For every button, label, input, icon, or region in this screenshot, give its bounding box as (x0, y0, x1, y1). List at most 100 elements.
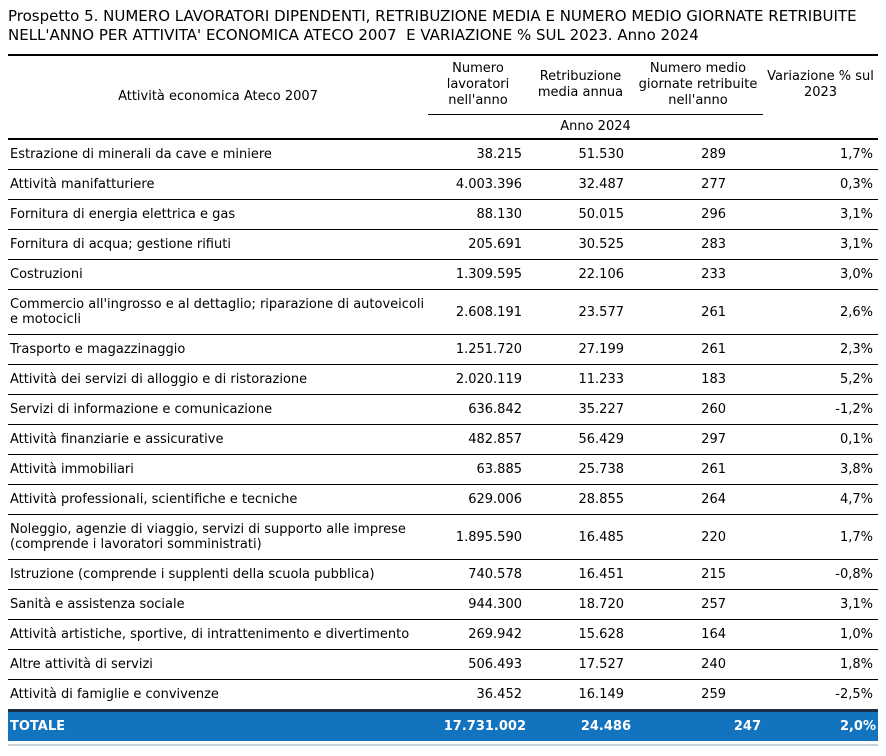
subheader-spacer (763, 115, 878, 140)
cell-days: 257 (633, 589, 763, 620)
cell-variation: 2,6% (763, 289, 878, 335)
cell-variation: -1,2% (763, 394, 878, 425)
cell-workers: 205.691 (428, 229, 528, 260)
cell-variation: 1,8% (763, 649, 878, 680)
cell-days: 261 (633, 334, 763, 365)
cell-activity: Istruzione (comprende i supplenti della … (8, 559, 428, 590)
cell-pay: 51.530 (528, 139, 633, 170)
cell-workers: 1.895.590 (428, 514, 528, 560)
cell-days: 289 (633, 139, 763, 170)
table-body: Estrazione di minerali da cave e miniere… (8, 139, 878, 711)
cell-activity: Estrazione di minerali da cave e miniere (8, 139, 428, 170)
table-title: Prospetto 5. NUMERO LAVORATORI DIPENDENT… (8, 7, 862, 44)
cell-pay: 50.015 (528, 199, 633, 230)
cell-days: 183 (633, 364, 763, 395)
cell-pay: 11.233 (528, 364, 633, 395)
total-workers: 17.731.002 (428, 709, 528, 741)
cell-pay: 15.628 (528, 619, 633, 650)
cell-variation: 3,1% (763, 199, 878, 230)
cell-pay: 16.451 (528, 559, 633, 590)
table-row: Attività finanziarie e assicurative 482.8… (8, 424, 878, 455)
cell-workers: 506.493 (428, 649, 528, 680)
cell-activity: Altre attività di servizi (8, 649, 428, 680)
cell-variation: 1,7% (763, 139, 878, 170)
table-row: Costruzioni 1.309.595 22.106 233 3,0% (8, 259, 878, 290)
col-header-variation: Variazione % sul 2023 (767, 69, 874, 101)
subheader-anno-2024: Anno 2024 (560, 118, 631, 134)
cell-workers: 2.608.191 (428, 289, 528, 335)
cell-activity: Attività immobiliari (8, 454, 428, 485)
cell-variation: 2,3% (763, 334, 878, 365)
cell-workers: 482.857 (428, 424, 528, 455)
cell-variation: 0,3% (763, 169, 878, 200)
cell-days: 215 (633, 559, 763, 590)
cell-pay: 32.487 (528, 169, 633, 200)
cell-activity: Fornitura di energia elettrica e gas (8, 199, 428, 230)
cell-activity: Attività artistiche, sportive, di intrat… (8, 619, 428, 650)
cell-workers: 269.942 (428, 619, 528, 650)
cell-workers: 38.215 (428, 139, 528, 170)
cell-variation: 0,1% (763, 424, 878, 455)
cell-variation: 1,7% (763, 514, 878, 560)
cell-activity: Servizi di informazione e comunicazione (8, 394, 428, 425)
col-header-activity: Attività economica Ateco 2007 (118, 89, 318, 104)
table-row: Istruzione (comprende i supplenti della … (8, 559, 878, 590)
table-row: Attività artistiche, sportive, di intrat… (8, 619, 878, 650)
cell-workers: 1.251.720 (428, 334, 528, 365)
total-variation: 2,0% (763, 709, 878, 741)
table-footer: TOTALE 17.731.002 24.486 247 2,0% (8, 709, 878, 741)
cell-workers: 36.452 (476, 687, 523, 702)
cell-workers: 629.006 (428, 484, 528, 515)
cell-days: 296 (633, 199, 763, 230)
cell-workers: 2.020.119 (428, 364, 528, 395)
cell-activity: Attività di famiglie e convivenze (10, 687, 219, 702)
cell-variation: -0,8% (763, 559, 878, 590)
table-row: Commercio all'ingrosso e al dettaglio; r… (8, 289, 878, 335)
cell-pay: 16.485 (528, 514, 633, 560)
table-row: Sanità e assistenza sociale 944.300 18.720… (8, 589, 878, 620)
table-row: Noleggio, agenzie di viaggio, servizi di… (8, 514, 878, 560)
cell-pay: 30.525 (528, 229, 633, 260)
cell-workers: 63.885 (428, 454, 528, 485)
total-pay: 24.486 (528, 709, 633, 741)
cell-variation: -2,5% (835, 687, 873, 702)
prospetto-5-table: Attività economica Ateco 2007 Numero lav… (8, 54, 878, 741)
cell-workers: 740.578 (428, 559, 528, 590)
table-row: Attività manifatturiere 4.003.396 32.487 27… (8, 169, 878, 200)
cell-activity: Attività manifatturiere (8, 169, 428, 200)
table-row: Trasporto e magazzinaggio 1.251.720 27.199… (8, 334, 878, 365)
cell-days: 264 (633, 484, 763, 515)
cell-workers: 636.842 (428, 394, 528, 425)
cell-variation: 3,0% (763, 259, 878, 290)
cell-pay: 17.527 (528, 649, 633, 680)
table-row: Servizi di informazione e comunicazione 6… (8, 394, 878, 425)
cell-pay: 25.738 (528, 454, 633, 485)
cell-pay: 35.227 (528, 394, 633, 425)
cell-activity: Attività professionali, scientifiche e t… (8, 484, 428, 515)
cell-variation: 1,0% (763, 619, 878, 650)
cell-workers: 4.003.396 (428, 169, 528, 200)
table-row: Fornitura di acqua; gestione rifiuti 205.… (8, 229, 878, 260)
bottom-rule (8, 744, 878, 746)
cell-days: 277 (633, 169, 763, 200)
cell-pay: 22.106 (528, 259, 633, 290)
cell-pay: 18.720 (528, 589, 633, 620)
total-days: 247 (633, 709, 763, 741)
cell-workers: 944.300 (428, 589, 528, 620)
cell-days: 233 (633, 259, 763, 290)
cell-days: 164 (633, 619, 763, 650)
table-row: Attività di famiglie e convivenze 36.452 1… (8, 680, 878, 711)
cell-activity: Attività dei servizi di alloggio e di ri… (8, 364, 428, 395)
cell-activity: Trasporto e magazzinaggio (8, 334, 428, 365)
table-row: Estrazione di minerali da cave e miniere… (8, 139, 878, 170)
table-row: Fornitura di energia elettrica e gas 88.1… (8, 199, 878, 230)
cell-pay: 27.199 (528, 334, 633, 365)
cell-pay: 16.149 (578, 687, 625, 702)
table-row: Attività dei servizi di alloggio e di ri… (8, 364, 878, 395)
cell-pay: 28.855 (528, 484, 633, 515)
cell-activity: Attività finanziarie e assicurative (8, 424, 428, 455)
cell-activity: Commercio all'ingrosso e al dettaglio; r… (8, 289, 428, 335)
col-header-days: Numero medio giornate retribuite nell'an… (633, 55, 763, 115)
col-header-pay: Retribuzione media annua (528, 55, 633, 115)
